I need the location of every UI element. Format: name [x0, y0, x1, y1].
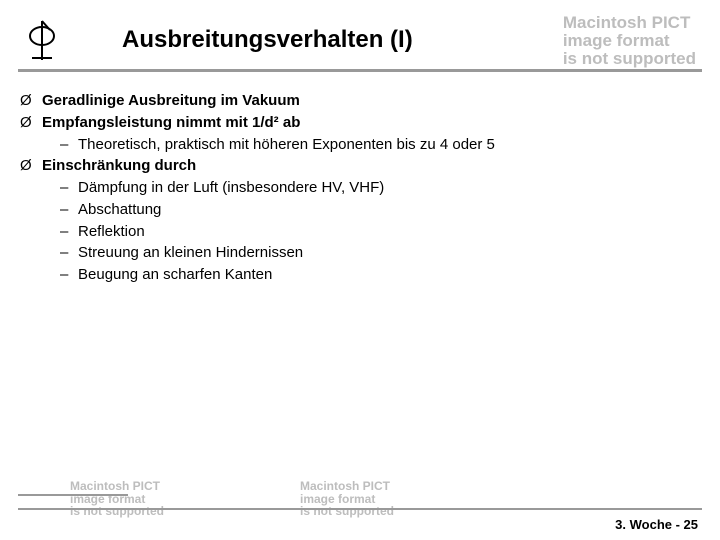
slide-footer: 3. Woche - 25: [0, 494, 720, 540]
bullet-text: Empfangsleistung nimmt mit 1/d² ab: [42, 112, 300, 134]
header-rule: [18, 69, 702, 72]
sub-bullet-item: – Streuung an kleinen Hindernissen: [20, 242, 700, 264]
sub-bullet-text: Reflektion: [78, 221, 145, 243]
bullet-glyph: Ø: [20, 112, 42, 134]
bullet-item: Ø Geradlinige Ausbreitung im Vakuum: [20, 90, 700, 112]
bullet-glyph: Ø: [20, 155, 42, 177]
dash-glyph: –: [60, 242, 78, 264]
sub-bullet-text: Beugung an scharfen Kanten: [78, 264, 272, 286]
slide: Ausbreitungsverhalten (I) Macintosh PICT…: [0, 0, 720, 540]
dash-glyph: –: [60, 177, 78, 199]
sub-bullet-item: – Reflektion: [20, 221, 700, 243]
sub-bullet-text: Streuung an kleinen Hindernissen: [78, 242, 303, 264]
dash-glyph: –: [60, 199, 78, 221]
sub-bullet-item: – Theoretisch, praktisch mit höheren Exp…: [20, 134, 700, 156]
footer-rule: [18, 508, 702, 510]
slide-body: Ø Geradlinige Ausbreitung im Vakuum Ø Em…: [0, 72, 720, 286]
page-number: 3. Woche - 25: [615, 517, 698, 532]
slide-title: Ausbreitungsverhalten (I): [122, 26, 413, 54]
dash-glyph: –: [60, 264, 78, 286]
sub-bullet-text: Dämpfung in der Luft (insbesondere HV, V…: [78, 177, 384, 199]
sub-bullet-item: – Dämpfung in der Luft (insbesondere HV,…: [20, 177, 700, 199]
bullet-text: Geradlinige Ausbreitung im Vakuum: [42, 90, 300, 112]
sub-bullet-text: Theoretisch, praktisch mit höheren Expon…: [78, 134, 495, 156]
bullet-item: Ø Einschränkung durch: [20, 155, 700, 177]
logo-icon: [20, 18, 64, 62]
slide-header: Ausbreitungsverhalten (I): [0, 0, 720, 72]
sub-bullet-item: – Beugung an scharfen Kanten: [20, 264, 700, 286]
dash-glyph: –: [60, 221, 78, 243]
footer-small-rule: [18, 494, 128, 496]
bullet-item: Ø Empfangsleistung nimmt mit 1/d² ab: [20, 112, 700, 134]
sub-bullet-item: – Abschattung: [20, 199, 700, 221]
bullet-glyph: Ø: [20, 90, 42, 112]
bullet-text: Einschränkung durch: [42, 155, 196, 177]
watermark-line: Macintosh PICT: [70, 480, 164, 493]
watermark-line: Macintosh PICT: [300, 480, 394, 493]
sub-bullet-text: Abschattung: [78, 199, 161, 221]
dash-glyph: –: [60, 134, 78, 156]
